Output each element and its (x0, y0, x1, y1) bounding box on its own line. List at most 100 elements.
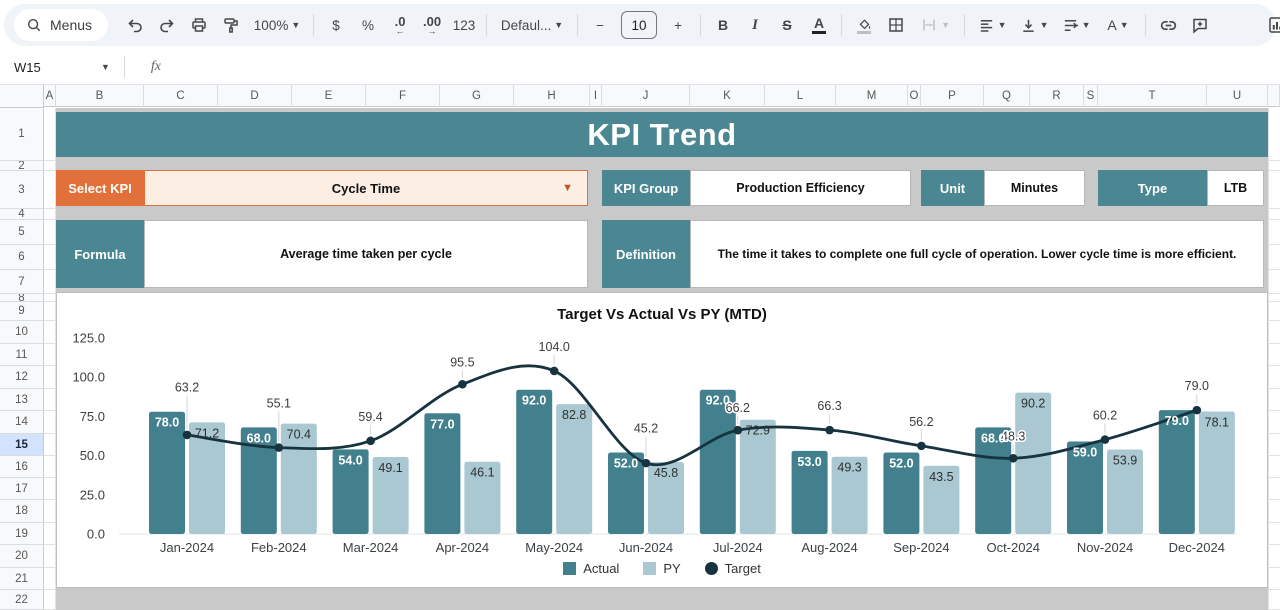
col-v-cell[interactable] (1268, 294, 1280, 302)
col-v-cell[interactable] (1268, 523, 1280, 545)
increase-font-size-button[interactable]: + (663, 10, 693, 40)
col-v-cell[interactable] (1268, 245, 1280, 270)
row-header-21[interactable]: 21 (0, 568, 44, 590)
text-wrap-button[interactable]: ▼ (1056, 10, 1096, 40)
increase-decimal-button[interactable]: .00 → (417, 10, 447, 40)
column-header-partial[interactable] (1268, 85, 1280, 107)
col-a-cell[interactable] (44, 478, 56, 500)
decrease-font-size-button[interactable]: − (585, 10, 615, 40)
text-rotation-button[interactable]: A ▼ (1098, 10, 1138, 40)
kpi-group-value[interactable]: Production Efficiency (690, 170, 911, 206)
row-header-2[interactable]: 2 (0, 161, 44, 171)
column-header-M[interactable]: M (836, 85, 908, 107)
merge-cells-button[interactable]: ▼ (913, 10, 957, 40)
row-header-22[interactable]: 22 (0, 590, 44, 610)
font-select[interactable]: Defaul... ▼ (494, 10, 570, 40)
col-a-cell[interactable] (44, 108, 56, 161)
col-a-cell[interactable] (44, 270, 56, 294)
row-header-8[interactable]: 8 (0, 294, 44, 302)
col-a-cell[interactable] (44, 321, 56, 344)
column-header-R[interactable]: R (1030, 85, 1084, 107)
print-button[interactable] (184, 10, 214, 40)
menus-search[interactable]: Menus (14, 9, 109, 41)
undo-button[interactable] (120, 10, 150, 40)
col-a-cell[interactable] (44, 568, 56, 590)
col-v-cell[interactable] (1268, 456, 1280, 478)
vertical-align-button[interactable]: ▼ (1014, 10, 1054, 40)
decrease-decimal-button[interactable]: .0 ← (385, 10, 415, 40)
column-header-Q[interactable]: Q (984, 85, 1030, 107)
col-v-cell[interactable] (1268, 209, 1280, 220)
row-header-16[interactable]: 16 (0, 456, 44, 478)
row-header-17[interactable]: 17 (0, 478, 44, 500)
borders-button[interactable] (881, 10, 911, 40)
col-a-cell[interactable] (44, 434, 56, 456)
bold-button[interactable]: B (708, 10, 738, 40)
col-v-cell[interactable] (1268, 108, 1280, 161)
row-header-9[interactable]: 9 (0, 302, 44, 321)
format-currency-button[interactable]: $ (321, 10, 351, 40)
row-header-20[interactable]: 20 (0, 545, 44, 568)
paint-format-button[interactable] (216, 10, 246, 40)
row-header-7[interactable]: 7 (0, 270, 44, 294)
row-header-12[interactable]: 12 (0, 366, 44, 389)
col-v-cell[interactable] (1268, 389, 1280, 411)
type-value[interactable]: LTB (1207, 170, 1264, 206)
col-a-cell[interactable] (44, 302, 56, 321)
col-v-cell[interactable] (1268, 302, 1280, 321)
column-header-H[interactable]: H (514, 85, 590, 107)
col-a-cell[interactable] (44, 245, 56, 270)
col-a-cell[interactable] (44, 590, 56, 610)
formula-value[interactable]: Average time taken per cycle (144, 220, 588, 288)
column-header-S[interactable]: S (1084, 85, 1098, 107)
kpi-trend-chart[interactable]: 0.0 25.0 50.0 75.0 100.0 125.0 63.2 55.1 59.4 95.… (56, 292, 1268, 588)
col-a-cell[interactable] (44, 456, 56, 478)
col-a-cell[interactable] (44, 523, 56, 545)
col-v-cell[interactable] (1268, 220, 1280, 245)
column-header-G[interactable]: G (440, 85, 514, 107)
italic-button[interactable]: I (740, 10, 770, 40)
row-header-4[interactable]: 4 (0, 209, 44, 220)
column-header-K[interactable]: K (690, 85, 765, 107)
row-header-15[interactable]: 15 (0, 434, 44, 456)
insert-chart-button[interactable] (1262, 10, 1280, 40)
fill-color-button[interactable] (849, 10, 879, 40)
redo-button[interactable] (152, 10, 182, 40)
row-header-10[interactable]: 10 (0, 321, 44, 344)
row-header-1[interactable]: 1 (0, 108, 44, 161)
col-a-cell[interactable] (44, 294, 56, 302)
strikethrough-button[interactable]: S (772, 10, 802, 40)
col-v-cell[interactable] (1268, 590, 1280, 610)
col-v-cell[interactable] (1268, 434, 1280, 456)
column-header-P[interactable]: P (921, 85, 984, 107)
sheet-grid[interactable]: KPI Trend Select KPI Cycle Time ▼ KPI Gr… (44, 108, 1280, 610)
format-percent-button[interactable]: % (353, 10, 383, 40)
more-formats-button[interactable]: 123 (449, 10, 479, 40)
column-header-J[interactable]: J (602, 85, 690, 107)
row-header-19[interactable]: 19 (0, 523, 44, 545)
row-header-18[interactable]: 18 (0, 500, 44, 523)
col-a-cell[interactable] (44, 171, 56, 209)
col-a-cell[interactable] (44, 220, 56, 245)
column-header-B[interactable]: B (56, 85, 144, 107)
column-header-U[interactable]: U (1207, 85, 1268, 107)
chevron-down-icon[interactable]: ▼ (101, 62, 110, 72)
col-v-cell[interactable] (1268, 161, 1280, 171)
select-all-corner[interactable] (0, 85, 44, 108)
text-color-button[interactable]: A (804, 10, 834, 40)
col-v-cell[interactable] (1268, 545, 1280, 568)
column-header-F[interactable]: F (366, 85, 440, 107)
row-header-11[interactable]: 11 (0, 344, 44, 366)
col-a-cell[interactable] (44, 411, 56, 434)
column-header-A[interactable]: A (44, 85, 56, 107)
column-header-E[interactable]: E (292, 85, 366, 107)
col-a-cell[interactable] (44, 366, 56, 389)
column-header-D[interactable]: D (218, 85, 292, 107)
column-header-T[interactable]: T (1098, 85, 1207, 107)
row-header-6[interactable]: 6 (0, 245, 44, 270)
col-v-cell[interactable] (1268, 366, 1280, 389)
row-header-13[interactable]: 13 (0, 389, 44, 411)
col-v-cell[interactable] (1268, 478, 1280, 500)
zoom-select[interactable]: 100% ▼ (248, 10, 306, 40)
definition-value[interactable]: The time it takes to complete one full c… (690, 220, 1264, 288)
